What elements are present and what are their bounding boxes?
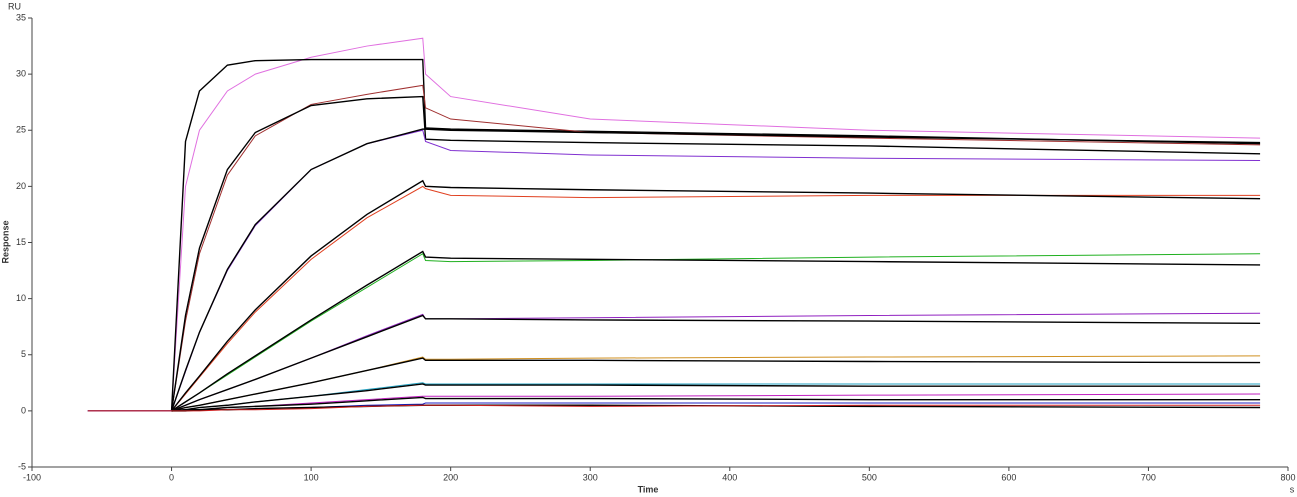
y-axis-label: Response [0,220,10,263]
y-tick-label: 20 [16,181,26,191]
series-line [171,314,1261,412]
y-tick-label: 5 [21,349,26,359]
x-tick-label: -100 [23,472,41,482]
series-line [87,253,1261,412]
series-line [171,383,1261,412]
x-tick-label: 200 [443,472,458,482]
series-line [170,95,1261,411]
x-tick-label: 800 [1280,472,1295,482]
x-unit-label: s [1290,484,1295,494]
y-tick-label: 0 [21,405,26,415]
x-tick-label: 0 [169,472,174,482]
y-tick-label: 35 [16,12,26,22]
y-tick-label: 25 [16,125,26,135]
y-tick-label: 10 [16,293,26,303]
x-tick-label: 400 [722,472,737,482]
series-line [87,37,1261,412]
y-tick-label: 15 [16,237,26,247]
series-line [171,179,1261,412]
x-tick-label: 600 [1001,472,1016,482]
series-line [87,185,1261,412]
series-line [87,129,1261,412]
x-axis-label: Time [638,484,659,494]
x-tick-label: 300 [583,472,598,482]
x-tick-label: 500 [862,472,877,482]
series-line [170,58,1261,411]
x-tick-label: 700 [1141,472,1156,482]
series-line [87,404,1261,412]
series-line [171,357,1261,412]
series-line [170,128,1261,412]
series-line [87,84,1261,412]
series-line [171,396,1261,412]
y-unit-label: RU [8,1,21,11]
y-tick-label: 30 [16,69,26,79]
x-tick-label: 100 [304,472,319,482]
y-tick-label: -5 [18,461,26,471]
series-line [171,250,1261,412]
